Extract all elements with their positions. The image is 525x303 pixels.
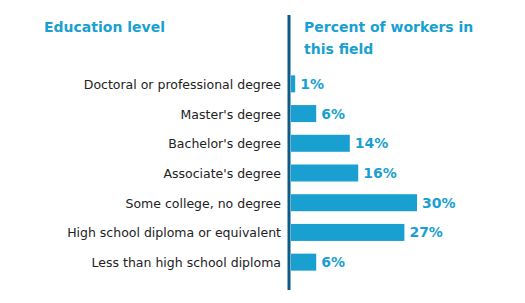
data-label: 6% <box>321 254 345 270</box>
bar <box>291 165 358 182</box>
bar <box>291 254 316 271</box>
bars <box>291 75 417 270</box>
data-label: 1% <box>300 76 324 92</box>
data-label: 16% <box>363 165 397 181</box>
data-label: 30% <box>422 195 456 211</box>
bar <box>291 75 295 92</box>
data-label: 6% <box>321 106 345 122</box>
category-label: Doctoral or professional degree <box>84 77 282 92</box>
category-label: Bachelor's degree <box>168 136 281 151</box>
data-label: 14% <box>355 135 389 151</box>
data-label: 27% <box>409 224 443 240</box>
category-label: Some college, no degree <box>126 196 282 211</box>
bar <box>291 194 417 211</box>
bar <box>291 135 350 152</box>
chart: Doctoral or professional degree 1% Master'… <box>0 0 525 303</box>
category-label: Less than high school diploma <box>92 255 281 270</box>
bar <box>291 224 404 241</box>
bar <box>291 105 316 122</box>
axis-line <box>288 15 291 290</box>
category-label: High school diploma or equivalent <box>67 225 281 240</box>
category-header: Education level <box>44 16 244 38</box>
category-label: Associate's degree <box>163 166 281 181</box>
category-label: Master's degree <box>181 107 282 122</box>
value-header: Percent of workers in this field <box>304 16 474 60</box>
